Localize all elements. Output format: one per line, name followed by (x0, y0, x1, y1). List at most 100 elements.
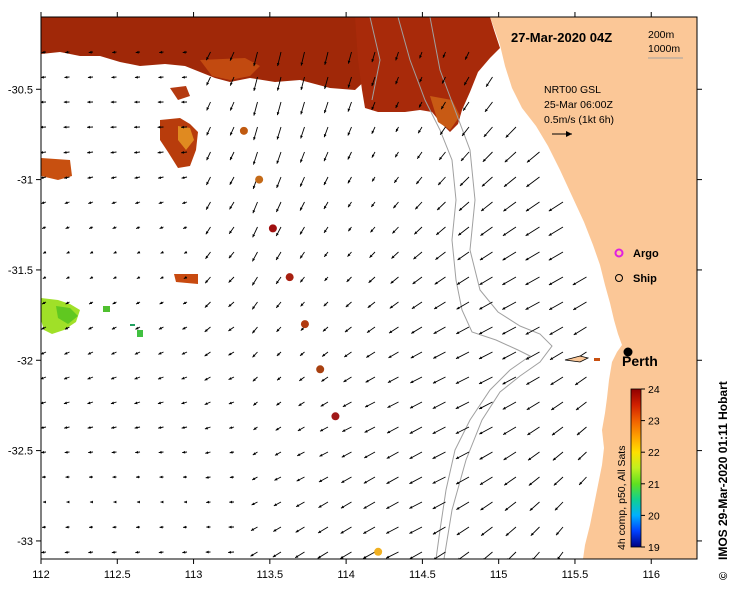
current-arrow-head (548, 232, 552, 236)
current-arrow-head (205, 255, 209, 259)
current-arrow-head (276, 62, 280, 67)
current-arrow-head (42, 226, 46, 229)
current-arrow-head (502, 257, 506, 261)
current-arrow-head (504, 482, 508, 486)
current-arrow-head (323, 205, 327, 209)
current-arrow-head (252, 378, 256, 382)
current-arrow-head (395, 154, 398, 158)
current-arrow-head (572, 282, 576, 285)
current-arrow-head (134, 426, 138, 429)
current-arrow-head (276, 232, 279, 237)
current-arrow-head (460, 157, 464, 162)
x-tick-label: 114.5 (409, 569, 436, 581)
y-tick-label: -30.5 (8, 84, 33, 96)
current-arrow-head (320, 403, 324, 407)
current-arrow-head (229, 475, 233, 479)
current-arrow-head (228, 328, 232, 332)
current-arrow-head (160, 500, 164, 504)
current-arrow-head (110, 401, 115, 405)
current-arrow-head (416, 180, 420, 185)
current-arrow-head (229, 500, 233, 504)
current-arrow-head (204, 402, 208, 405)
current-arrow-head (206, 157, 210, 161)
current-arrow-head (64, 201, 68, 204)
current-arrow-head (341, 480, 345, 483)
current-arrow-head (479, 482, 484, 485)
current-arrow-head (135, 201, 139, 204)
current-arrow-head (157, 100, 161, 104)
current-arrow-head (395, 80, 399, 85)
current-arrow-head (134, 75, 138, 79)
x-axis: 112 112.5 113 113.5 114 114.5 115 115.5 116 (32, 12, 660, 581)
current-arrow-head (371, 106, 375, 110)
current-arrow-head (252, 185, 256, 189)
current-arrow-head (136, 276, 141, 279)
current-arrow-head (134, 151, 138, 154)
current-arrow-head (63, 100, 67, 104)
current-arrow-head (276, 402, 280, 406)
current-arrow-head (204, 353, 208, 357)
current-arrow-head (479, 456, 483, 460)
current-arrow-head (276, 352, 280, 356)
current-arrow-head (364, 429, 368, 433)
current-arrow-head (110, 151, 114, 154)
current-arrow-head (276, 256, 279, 260)
current-arrow-head (366, 329, 371, 333)
current-arrow-head (110, 100, 114, 104)
current-arrow-head (300, 352, 304, 356)
current-arrow-head (64, 326, 69, 330)
current-arrow-head (300, 279, 304, 283)
current-arrow-head (66, 500, 70, 504)
x-tick-label: 113.5 (256, 569, 283, 581)
current-arrow-head (324, 61, 327, 65)
current-arrow-head (387, 405, 391, 408)
current-arrow-head (134, 125, 137, 129)
current-arrow-head (479, 381, 483, 384)
drifter-position (316, 365, 325, 374)
current-arrow-head (276, 87, 280, 91)
colorbar-tick-label: 19 (648, 542, 660, 554)
current-arrow-head (393, 205, 397, 209)
current-arrow-head (347, 180, 351, 184)
current-arrow-head (417, 155, 421, 159)
current-arrow-head (413, 256, 417, 260)
current-arrow-head (480, 507, 484, 511)
current-arrow-head (41, 450, 45, 454)
drifter-position (331, 412, 340, 421)
current-arrow-head (181, 176, 185, 179)
current-arrow (508, 551, 517, 559)
current-arrow-head (323, 181, 327, 186)
current-arrow-head (64, 351, 68, 355)
current-arrow-head (386, 481, 390, 484)
current-arrow-head (90, 250, 94, 254)
current-arrow-head (503, 457, 507, 460)
current-arrow-head (525, 257, 529, 261)
current-arrow-head (300, 159, 303, 163)
current-arrow-head (206, 500, 210, 504)
current-arrow-head (134, 100, 138, 104)
current-arrow-head (182, 50, 186, 54)
current-arrow-head (363, 505, 367, 509)
current-arrow-head (205, 475, 209, 479)
current-arrow-head (183, 226, 187, 229)
current-arrow-head (298, 403, 302, 406)
current-arrow-head (530, 532, 534, 536)
current-arrow-head (363, 480, 368, 484)
current-arrow-head (458, 232, 462, 236)
current-arrow-head (297, 428, 302, 431)
current-arrow-head (112, 226, 116, 229)
current-arrow-head (137, 250, 141, 254)
current-arrow-head (230, 132, 233, 136)
y-tick-label: -31 (17, 175, 33, 187)
current-arrow-head (573, 332, 577, 335)
current-arrow-head (204, 426, 209, 430)
current-arrow-head (347, 253, 351, 257)
current-arrow-head (363, 531, 367, 534)
current-arrow-head (158, 550, 162, 554)
map-title: 27-Mar-2020 04Z (511, 30, 612, 45)
current-arrow-head (484, 108, 488, 112)
x-tick-label: 115.5 (562, 569, 589, 581)
current-arrow-head (300, 111, 304, 115)
current-arrow-head (42, 301, 46, 305)
